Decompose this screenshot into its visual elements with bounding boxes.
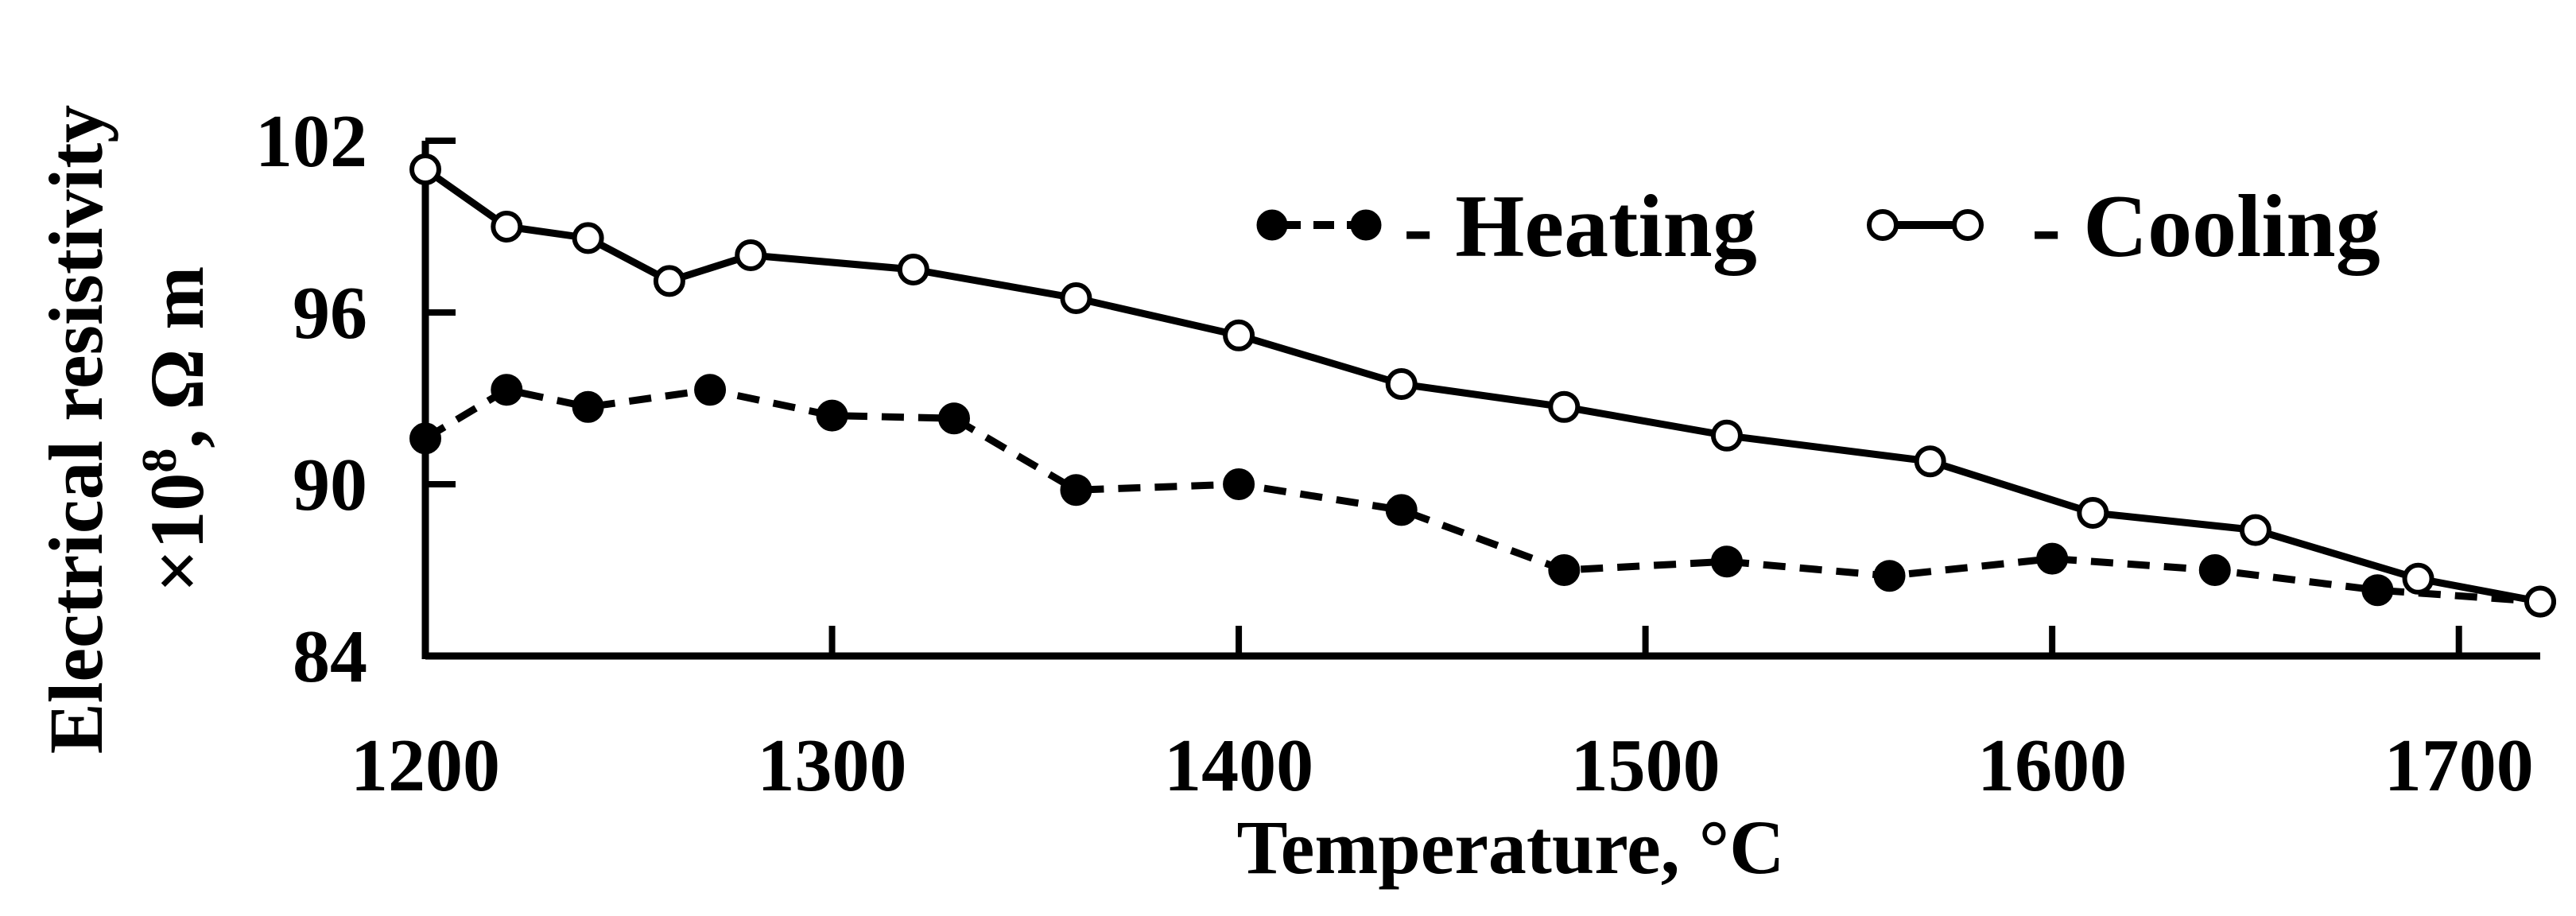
heating-point-6: [1060, 474, 1092, 507]
cooling-point-5: [897, 254, 929, 285]
x-tick-label-1700: 1700: [2384, 724, 2534, 807]
y-axis-title-line2: ×108, Ω m: [133, 266, 219, 593]
legend-heating-label: - Heating: [1403, 177, 1757, 276]
heating-point-8: [1385, 494, 1418, 526]
x-tick-label-1500: 1500: [1571, 724, 1721, 807]
cooling-point-11: [1914, 445, 1946, 478]
heating-point-0: [409, 422, 441, 455]
legend-cooling-label: - Cooling: [2031, 177, 2380, 276]
x-tick-label-1400: 1400: [1164, 724, 1313, 807]
cooling-point-3: [653, 265, 685, 297]
series-line-heating: [423, 386, 2541, 606]
x-tick-label-1600: 1600: [1977, 724, 2127, 807]
heating-point-3: [694, 374, 727, 406]
legend-heating-marker-left: [1256, 209, 1288, 241]
cooling-point-12: [2077, 497, 2109, 529]
cooling-point-15: [2524, 585, 2556, 618]
cooling-point-13: [2239, 514, 2271, 546]
y-axis-title-sup: 8: [133, 448, 187, 473]
heating-point-12: [2036, 542, 2069, 575]
legend-cooling-marker-right: [1952, 209, 1984, 241]
heating-point-4: [816, 399, 848, 432]
series: [409, 153, 2556, 618]
series-line-cooling: [423, 166, 2541, 606]
y-axis-title-suffix: , Ω m: [134, 266, 219, 448]
heating-point-10: [1710, 545, 1743, 578]
cooling-point-7: [1223, 319, 1255, 351]
cooling-point-10: [1710, 419, 1743, 452]
x-tick-label-1200: 1200: [351, 724, 500, 807]
y-tick-label-84: 84: [293, 615, 367, 698]
cooling-point-1: [491, 211, 523, 243]
heating-point-2: [572, 390, 604, 423]
axes: [421, 141, 2540, 660]
heating-point-9: [1548, 554, 1581, 586]
cooling-point-2: [572, 222, 604, 254]
y-ticks: 84 90 96 102: [255, 100, 456, 698]
y-axis-title-line1: Electrical resistivity: [33, 105, 118, 755]
heating-point-1: [491, 374, 523, 406]
y-tick-label-96: 96: [293, 272, 367, 355]
legend: - Heating - Cooling: [1256, 177, 2380, 276]
cooling-point-14: [2402, 562, 2434, 595]
y-tick-label-90: 90: [293, 444, 367, 526]
cooling-point-6: [1060, 282, 1092, 314]
heating-point-5: [938, 402, 970, 435]
cooling-point-0: [409, 153, 441, 185]
cooling-point-8: [1385, 368, 1418, 400]
heating-point-11: [1873, 560, 1906, 592]
heating-point-14: [2361, 574, 2394, 607]
x-tick-label-1300: 1300: [758, 724, 907, 807]
heating-point-13: [2198, 554, 2231, 586]
x-ticks: 1200 1300 1400 1500 1600 1700: [351, 626, 2534, 807]
cooling-point-9: [1548, 390, 1581, 423]
legend-heating-marker-right: [1350, 209, 1382, 241]
y-tick-label-102: 102: [255, 100, 367, 183]
legend-cooling-marker-left: [1867, 209, 1899, 241]
heating-point-7: [1223, 468, 1255, 500]
cooling-point-4: [735, 239, 767, 271]
x-axis-title: Temperature, °C: [1237, 805, 1785, 890]
y-axis-title-prefix: ×10: [134, 473, 219, 593]
